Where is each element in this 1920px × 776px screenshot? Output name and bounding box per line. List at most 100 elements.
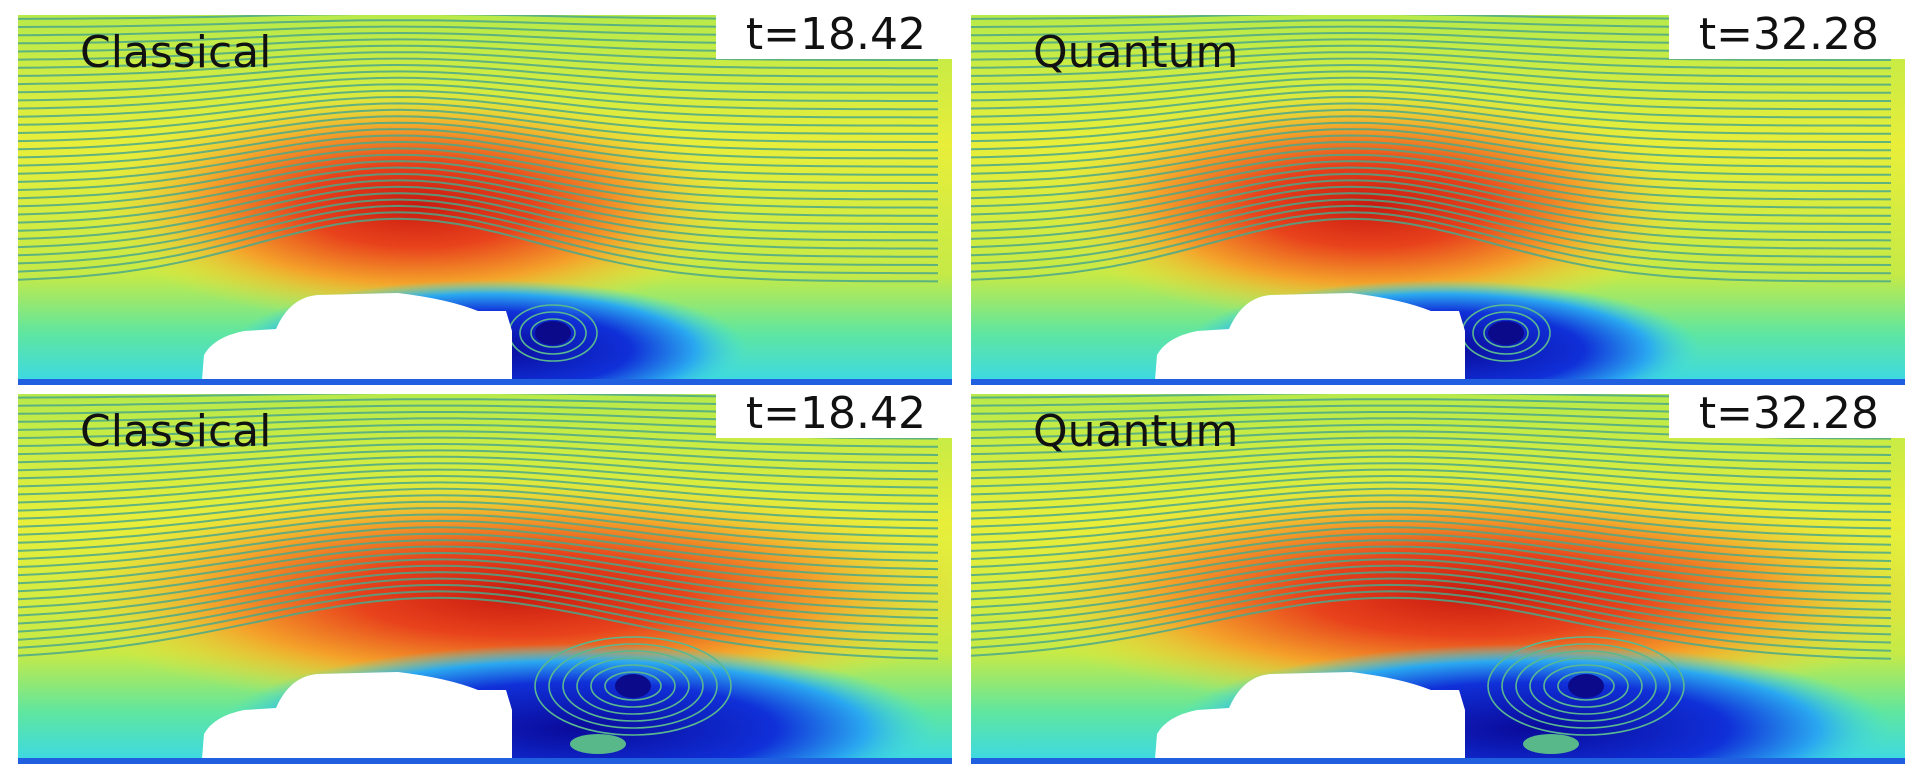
vortex-core (535, 321, 571, 345)
time-label: t=18.42 (746, 9, 926, 60)
streamline (971, 211, 1892, 275)
streamline (971, 63, 1891, 86)
streamline (971, 192, 1892, 250)
streamline (18, 211, 939, 275)
streamline (971, 519, 1892, 562)
streamline (18, 166, 939, 217)
vortex-ring (1515, 650, 1657, 722)
streamline (971, 468, 1892, 497)
car-body (202, 672, 512, 759)
streamline (971, 51, 1891, 70)
streamline (18, 449, 939, 473)
flow-panel: Quantum t=32.28 (971, 388, 1905, 764)
streamline (18, 217, 939, 283)
vortex-ring (548, 643, 718, 729)
streamline (971, 115, 1891, 152)
streamline (18, 108, 938, 143)
flow-panel: Classical t=18.42 (18, 9, 952, 385)
streamline (18, 468, 939, 497)
streamline (971, 198, 1892, 258)
streamline (18, 494, 939, 530)
streamline (971, 134, 1891, 176)
streamline (971, 532, 1892, 579)
streamline (971, 564, 1892, 620)
streamline (971, 596, 1892, 660)
streamline (18, 455, 939, 481)
streamline (18, 532, 939, 579)
streamline (971, 140, 1891, 184)
streamline (18, 153, 939, 201)
vortex-ring (590, 664, 676, 708)
vortex-ring (562, 650, 704, 722)
streamline (18, 89, 938, 119)
streamline (971, 95, 1891, 127)
streamline (971, 481, 1892, 513)
streamline (971, 172, 1892, 225)
streamline (18, 462, 939, 489)
panel-label: Classical (80, 406, 271, 457)
streamline (18, 102, 938, 135)
streamline (971, 83, 1891, 111)
vortex-ring (1557, 671, 1615, 701)
vortex-ring (519, 311, 587, 355)
vortex-ring (534, 636, 732, 736)
streamline (18, 545, 939, 595)
streamline (18, 57, 938, 78)
streamline (18, 474, 939, 505)
streamline (971, 507, 1892, 546)
vortex-ring (1501, 643, 1671, 729)
streamline (18, 95, 938, 127)
streamline (18, 204, 939, 266)
streamline (971, 102, 1891, 135)
ground (971, 758, 1905, 764)
streamline (971, 455, 1892, 481)
streamline (971, 153, 1892, 201)
vortex-ring (1472, 311, 1540, 355)
panel-label: Quantum (1033, 27, 1238, 78)
streamline (971, 442, 1892, 465)
streamline (971, 462, 1892, 489)
ground (18, 758, 952, 764)
streamline (18, 564, 939, 620)
vortex-ring (1487, 636, 1685, 736)
streamline (971, 204, 1892, 266)
streamline (18, 83, 938, 111)
streamline (18, 500, 939, 538)
streamline (971, 70, 1891, 94)
streamline (18, 128, 938, 168)
streamline (18, 172, 939, 225)
time-box (716, 15, 952, 59)
streamline (18, 487, 939, 522)
car-body (202, 293, 512, 380)
streamline (18, 44, 938, 61)
time-label: t=32.28 (1699, 388, 1879, 439)
vortex-ring (1529, 657, 1643, 715)
streamline (18, 140, 938, 184)
streamline (971, 217, 1892, 283)
streamline (18, 590, 939, 652)
streamline (971, 558, 1892, 611)
streamline (971, 500, 1892, 538)
vortex-core (1568, 674, 1604, 698)
flow-panel: Quantum t=32.28 (971, 9, 1905, 385)
streamline (18, 481, 939, 513)
flow-panel: Classical t=18.42 (18, 394, 952, 764)
streamline (18, 179, 939, 234)
streamline (18, 558, 939, 611)
streamline (18, 442, 939, 465)
car-body (1155, 293, 1465, 380)
streamline (971, 128, 1891, 168)
time-label: t=32.28 (1699, 9, 1879, 60)
streamline (971, 551, 1892, 603)
streamline (18, 526, 939, 571)
panel-label: Quantum (1033, 406, 1238, 457)
streamline (971, 147, 1891, 193)
streamline (18, 51, 938, 70)
time-box (1669, 15, 1905, 59)
streamline (18, 436, 939, 456)
streamline (18, 507, 939, 546)
streamline (18, 596, 939, 660)
streamline (18, 539, 939, 587)
streamline (971, 121, 1891, 160)
